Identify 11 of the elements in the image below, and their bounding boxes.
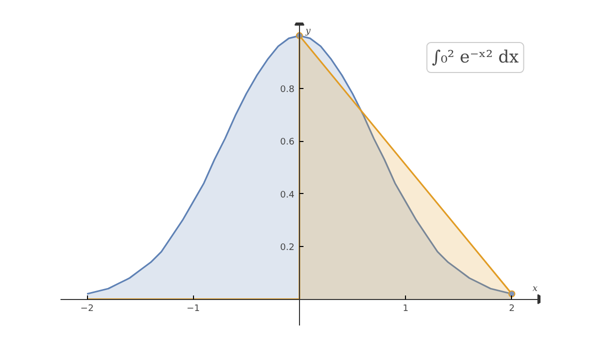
y-tick-label: 0.4 bbox=[280, 190, 295, 200]
annotation: ∫₀² e⁻ˣ² dx bbox=[432, 48, 520, 68]
x-axis-title: x bbox=[532, 284, 538, 294]
y-tick-label: 0.8 bbox=[280, 84, 295, 95]
y-tick-label: 0.2 bbox=[280, 242, 294, 253]
y-axis-title: y bbox=[304, 26, 312, 36]
y-tick-label: 0.6 bbox=[280, 138, 295, 148]
x-tick-label: 1 bbox=[402, 304, 409, 314]
x-tick-label: −1 bbox=[186, 304, 200, 314]
x-tick-label: 2 bbox=[508, 304, 515, 314]
x-tick-label: −2 bbox=[80, 304, 94, 314]
